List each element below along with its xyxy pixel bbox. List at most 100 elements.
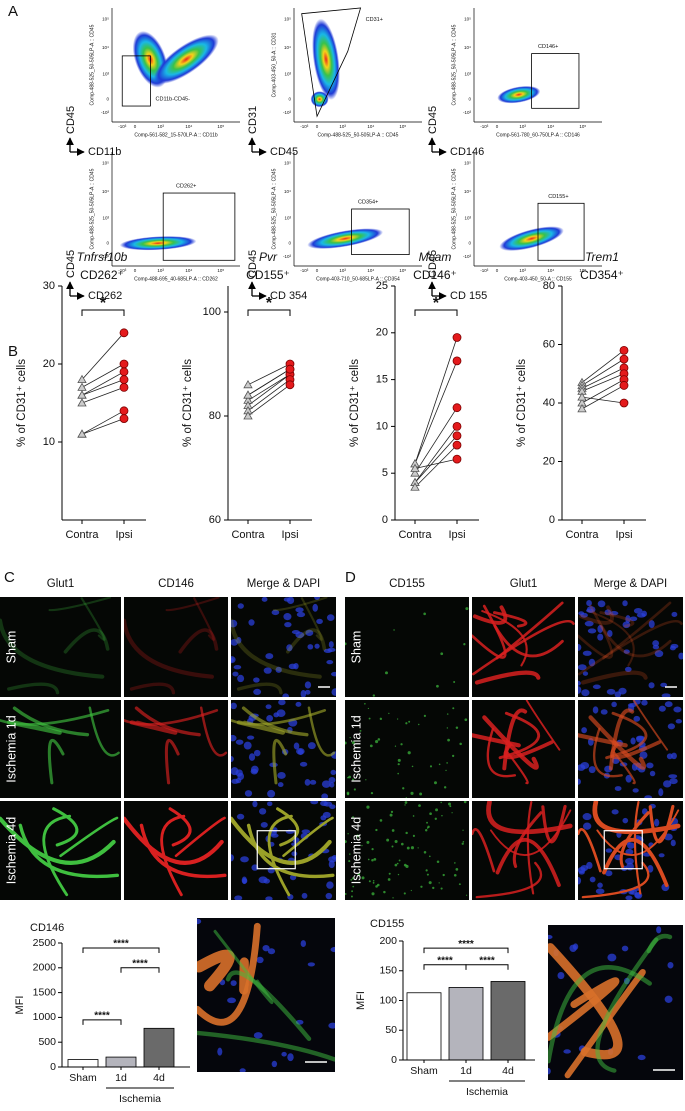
data-point	[119, 414, 129, 424]
nucleus	[625, 615, 631, 624]
speck	[440, 652, 444, 656]
row-label: Sham	[349, 631, 363, 664]
x-tick-label: Sham	[410, 1065, 438, 1077]
nucleus	[312, 603, 318, 612]
nucleus	[658, 853, 665, 858]
y-tick-label: 0	[50, 1061, 56, 1073]
significance: *	[266, 295, 273, 312]
nucleus	[578, 764, 586, 771]
nucleus	[586, 600, 592, 607]
nucleus	[623, 649, 630, 654]
nucleus	[625, 774, 632, 783]
vessel	[160, 814, 186, 897]
nucleus	[582, 813, 592, 821]
speck	[433, 781, 437, 785]
x-tick-label: 10⁵	[217, 124, 224, 129]
speck	[345, 642, 347, 646]
y-tick-label: 80	[209, 410, 221, 422]
speck	[446, 727, 449, 729]
nucleus	[600, 709, 608, 715]
nucleus	[586, 606, 596, 613]
nucleus	[675, 719, 682, 724]
nucleus	[609, 611, 619, 616]
chart-gene: Pvr	[259, 250, 278, 264]
nucleus	[592, 706, 599, 714]
vessel	[48, 597, 112, 612]
speck	[423, 714, 427, 717]
nucleus	[256, 956, 264, 964]
speck	[390, 810, 394, 814]
speck	[462, 840, 465, 843]
image-tile: Ischemia 4d	[345, 801, 469, 900]
density-cloud	[153, 34, 219, 85]
y-tick-label: 10³	[102, 71, 109, 76]
gate-label: CD155+	[548, 194, 568, 200]
x-tick-label: 0	[134, 268, 137, 273]
speck	[403, 863, 407, 867]
speck	[453, 680, 456, 683]
x-tick-label: Contra	[398, 529, 432, 541]
vessel	[139, 823, 227, 879]
nucleus	[267, 801, 273, 807]
speck	[419, 792, 423, 796]
x-tick-label: Ipsi	[281, 529, 298, 541]
nucleus	[250, 768, 258, 775]
nucleus	[329, 782, 335, 788]
speck	[442, 873, 445, 877]
x-tick-label: 10³	[519, 124, 526, 129]
data-point	[119, 375, 129, 385]
speck	[372, 694, 376, 697]
nucleus	[330, 769, 336, 775]
pair-line	[581, 373, 625, 392]
x-marker: CD 155	[450, 290, 487, 302]
nucleus	[626, 842, 635, 849]
image-tile	[124, 597, 228, 697]
nucleus	[611, 809, 619, 815]
speck	[364, 702, 366, 705]
y-tick-label: 150	[379, 965, 397, 977]
speck	[350, 895, 353, 898]
speck	[440, 887, 443, 890]
y-tick-label: 100	[379, 994, 397, 1006]
y-axis-label: MFI	[14, 996, 26, 1015]
nucleus	[291, 851, 298, 857]
vessel	[599, 611, 635, 628]
data-point	[285, 380, 295, 390]
data-point	[619, 381, 629, 390]
speck	[350, 878, 353, 881]
speck	[345, 892, 347, 895]
nucleus	[614, 786, 622, 791]
speck	[425, 869, 428, 872]
nucleus	[597, 625, 604, 633]
vessel	[168, 807, 192, 847]
nucleus	[597, 633, 604, 641]
gate	[531, 53, 580, 109]
data-point	[119, 359, 129, 369]
nucleus	[625, 858, 634, 865]
bar	[448, 987, 484, 1061]
pair-line	[581, 367, 625, 389]
significance: ****	[437, 955, 453, 966]
column-header: Glut1	[47, 578, 75, 590]
gate	[301, 7, 362, 118]
nucleus	[253, 1032, 263, 1039]
nucleus	[300, 690, 307, 697]
speck	[410, 889, 412, 892]
nucleus	[669, 778, 678, 785]
density-cloud	[312, 18, 340, 100]
image-tile: Sham	[0, 597, 121, 697]
significance-bracket	[247, 309, 291, 316]
gate-label: CD31+	[366, 17, 383, 23]
density-cloud	[119, 236, 197, 251]
speck	[397, 763, 400, 766]
speck	[351, 778, 354, 781]
speck	[357, 873, 361, 877]
image-tile	[124, 700, 228, 798]
speck	[461, 842, 464, 845]
y-tick-label: 1000	[33, 1011, 57, 1023]
speck	[346, 792, 350, 796]
vessel	[595, 937, 659, 1073]
nucleus	[618, 687, 627, 695]
speck	[367, 858, 370, 861]
x-axis-label: Comp-561-780_60-750LP-A :: CD146	[496, 132, 580, 138]
